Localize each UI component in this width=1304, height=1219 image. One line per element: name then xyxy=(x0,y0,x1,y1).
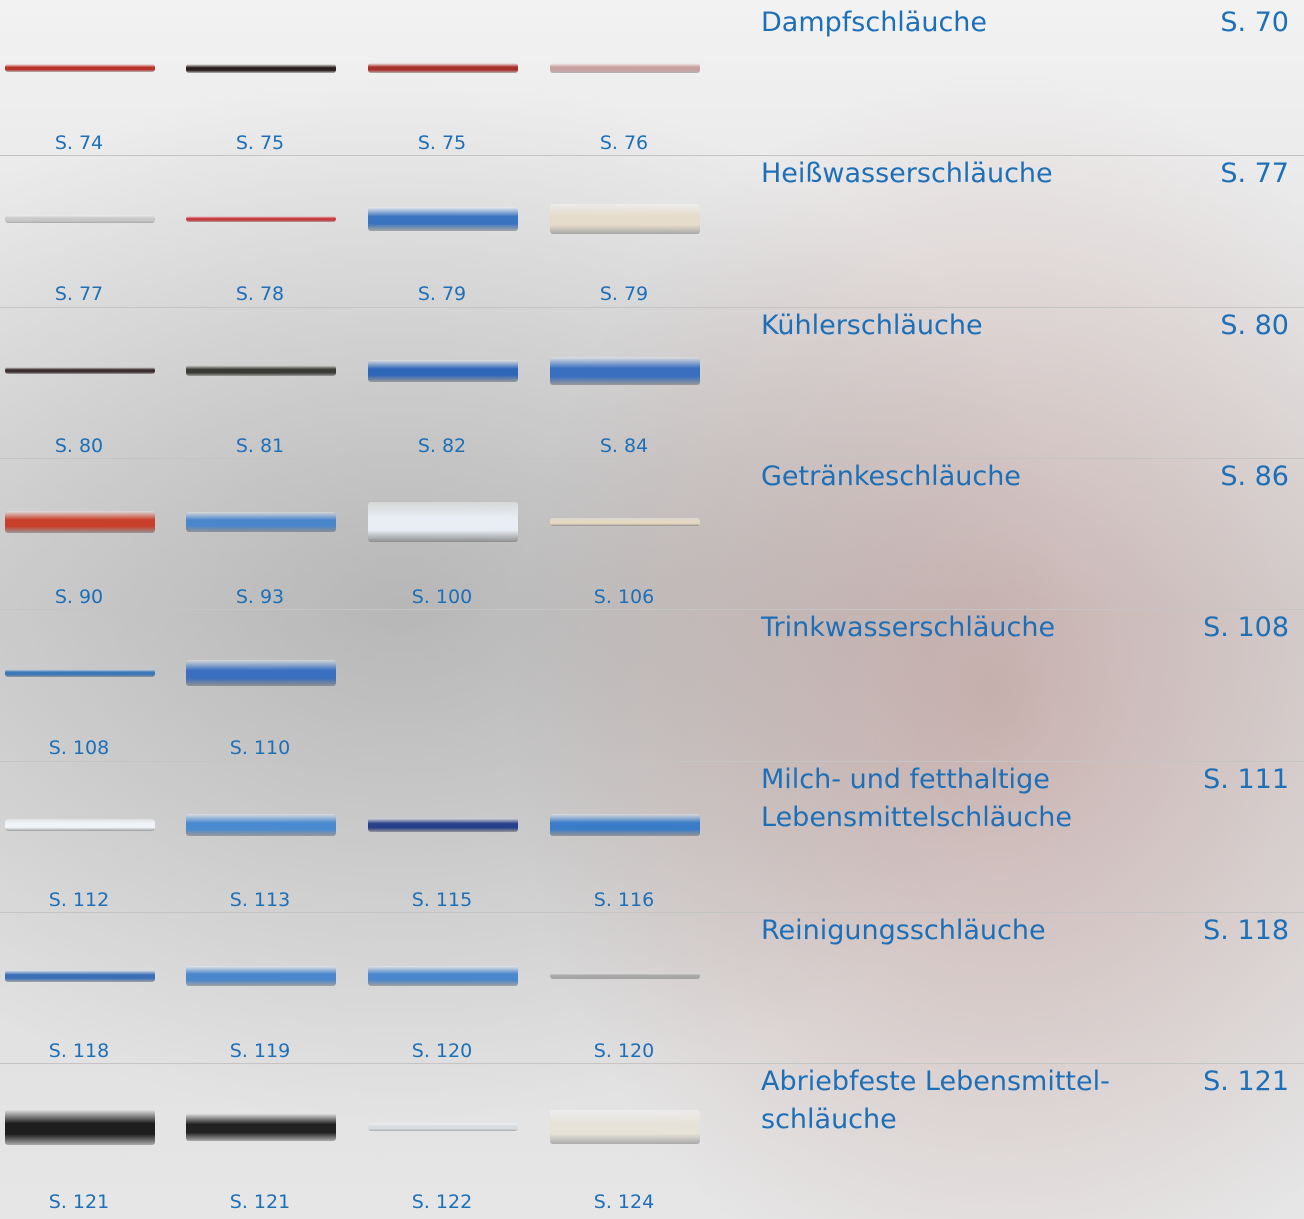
hose-image xyxy=(5,215,155,224)
hose-image xyxy=(550,813,700,836)
hose-image xyxy=(5,367,155,375)
product-page: S. 121 xyxy=(48,1191,110,1214)
separator xyxy=(0,911,1304,913)
category-title: Heißwasserschläuche xyxy=(761,158,1053,190)
category-title: Getränkeschläuche xyxy=(761,460,1021,492)
page-ref: S. 111 xyxy=(1203,763,1289,795)
product-page: S. 120 xyxy=(411,1039,473,1062)
category-title: Trinkwasserschläuche xyxy=(761,612,1056,644)
separator xyxy=(0,1063,1304,1065)
hose-image xyxy=(5,510,155,533)
category-title: Milch- und fetthaltige xyxy=(761,763,1050,795)
hose-image xyxy=(368,817,518,832)
hose-image xyxy=(550,356,700,385)
product-page: S. 100 xyxy=(411,585,473,608)
product-page: S. 116 xyxy=(593,888,655,911)
product-page: S. 118 xyxy=(48,1039,110,1062)
hose-image xyxy=(550,63,700,73)
page-ref: S. 70 xyxy=(1220,7,1289,38)
product-page: S. 74 xyxy=(54,132,104,154)
hose-image xyxy=(368,207,518,232)
page-ref: S. 77 xyxy=(1220,158,1289,190)
product-page: S. 121 xyxy=(229,1191,291,1214)
product-page: S. 93 xyxy=(235,585,285,608)
product-page: S. 75 xyxy=(417,132,467,154)
product-page: S. 79 xyxy=(599,283,649,306)
category-title: Reinigungsschläuche xyxy=(761,914,1046,946)
product-page: S. 84 xyxy=(599,434,649,457)
hose-image xyxy=(186,216,336,223)
product-page: S. 81 xyxy=(235,434,285,457)
product-page: S. 79 xyxy=(417,283,467,306)
hose-image xyxy=(186,365,336,377)
hose-image xyxy=(186,660,336,687)
hose-image xyxy=(5,669,155,678)
page-ref: S. 80 xyxy=(1220,309,1289,341)
product-page: S. 90 xyxy=(54,585,104,608)
product-page: S. 78 xyxy=(235,283,285,306)
product-page: S. 77 xyxy=(54,283,104,306)
page-ref: S. 121 xyxy=(1203,1066,1289,1098)
hose-image xyxy=(186,63,336,73)
hose-image xyxy=(550,517,700,526)
hose-image xyxy=(5,818,155,831)
hose-image xyxy=(550,1110,700,1145)
category-title: Dampfschläuche xyxy=(761,7,988,38)
hose-image xyxy=(186,813,336,836)
page-ref: S. 118 xyxy=(1203,914,1289,946)
product-page: S. 120 xyxy=(593,1039,655,1062)
product-page: S. 124 xyxy=(593,1191,655,1214)
hose-image xyxy=(368,1123,518,1132)
product-page: S. 82 xyxy=(417,434,467,457)
category-title: Kühlerschläuche xyxy=(761,309,983,341)
separator xyxy=(0,760,1304,762)
product-page: S. 76 xyxy=(599,132,649,154)
hose-image xyxy=(5,64,155,72)
category-title: Lebensmittelschläuche xyxy=(761,801,1072,833)
hose-image xyxy=(550,972,700,979)
product-page: S. 106 xyxy=(593,585,655,608)
page-ref: S. 108 xyxy=(1203,612,1289,644)
product-page: S. 75 xyxy=(235,132,285,154)
product-page: S. 110 xyxy=(229,737,291,760)
hose-image xyxy=(368,501,518,542)
hose-image xyxy=(186,511,336,532)
product-page: S. 122 xyxy=(411,1191,473,1214)
category-title: Abriebfeste Lebensmittel- xyxy=(761,1066,1110,1098)
separator xyxy=(0,155,1304,157)
hose-image xyxy=(5,1109,155,1146)
page-ref: S. 86 xyxy=(1220,460,1289,492)
hose-image xyxy=(368,63,518,73)
separator xyxy=(0,457,1304,459)
hose-image xyxy=(368,965,518,986)
hose-image xyxy=(368,359,518,382)
separator xyxy=(0,609,1304,611)
product-page: S. 112 xyxy=(48,888,110,911)
hose-image xyxy=(186,1113,336,1142)
product-page: S. 119 xyxy=(229,1039,291,1062)
hose-image xyxy=(5,969,155,982)
product-page: S. 113 xyxy=(229,888,291,911)
separator xyxy=(0,306,1304,308)
hose-image xyxy=(550,204,700,235)
category-title: schläuche xyxy=(761,1104,897,1136)
product-page: S. 115 xyxy=(411,888,473,911)
hose-image xyxy=(186,965,336,986)
product-page: S. 80 xyxy=(54,434,104,457)
product-page: S. 108 xyxy=(48,737,110,760)
